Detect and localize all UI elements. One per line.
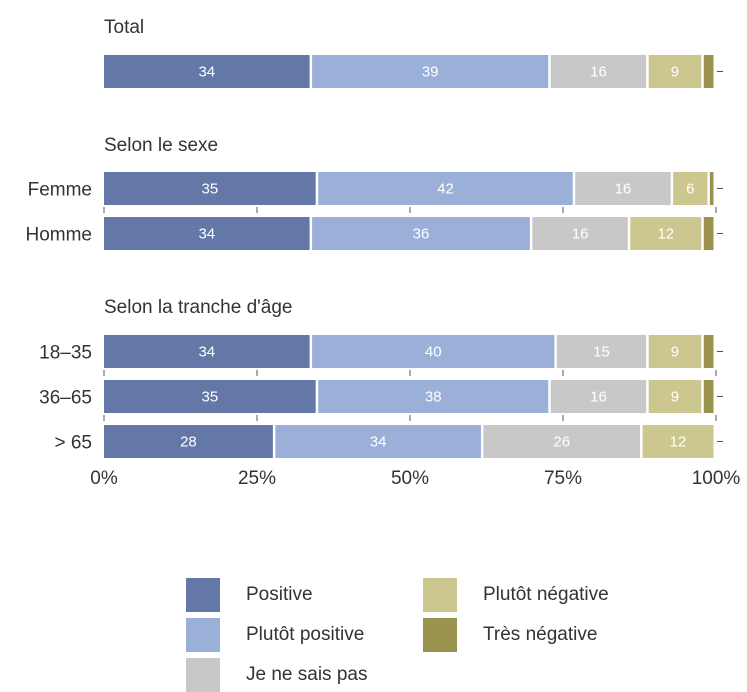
legend-item-je-ne-sais-pas: Je ne sais pas	[186, 658, 367, 692]
data-label: 36	[413, 226, 430, 243]
bar-segment-plut-t-positive	[312, 55, 549, 88]
bar-segment-je-ne-sais-pas	[575, 172, 671, 205]
data-label: 42	[437, 181, 454, 198]
data-label: 16	[590, 64, 607, 81]
row-label-homme: Homme	[25, 225, 92, 246]
legend-swatch-je-ne-sais-pas	[186, 658, 220, 692]
bar-segment-plut-t-positive	[318, 172, 573, 205]
legend-label-plutot-positive: Plutôt positive	[246, 624, 365, 645]
group-title-total: Total	[104, 17, 144, 38]
data-label: 9	[671, 64, 679, 81]
x-tick-label: 75%	[544, 468, 582, 489]
group-title-selon-le-sexe: Selon le sexe	[104, 135, 218, 156]
bar-segment-tr-s-n-gative	[703, 335, 714, 368]
legend-label-tres-negative: Très négative	[483, 624, 598, 645]
x-tick-label: 100%	[692, 468, 741, 489]
data-label: 34	[198, 226, 215, 243]
data-label: 39	[422, 64, 439, 81]
legend-swatch-positive	[186, 578, 220, 612]
data-label: 40	[425, 344, 442, 361]
bar-segment-positive	[104, 425, 273, 458]
legend-item-plutot-negative: Plutôt négative	[423, 578, 609, 612]
legend-label-plutot-negative: Plutôt négative	[483, 584, 609, 605]
bar-segment-positive	[104, 55, 310, 88]
legend-item-plutot-positive: Plutôt positive	[186, 618, 364, 652]
legend-label-je-ne-sais-pas: Je ne sais pas	[246, 664, 368, 685]
bar-segment-plut-t-positive	[312, 217, 530, 250]
bar-segment-plut-t-positive	[275, 425, 481, 458]
legend-swatch-plutot-positive	[186, 618, 220, 652]
bar-segment-plut-t-n-gative	[630, 217, 702, 250]
bar-segment-plut-t-positive	[312, 335, 555, 368]
bar-segment-plut-t-n-gative	[648, 380, 702, 413]
x-tick-label: 50%	[391, 468, 429, 489]
data-label: 12	[657, 226, 674, 243]
bar-segment-tr-s-n-gative	[703, 380, 714, 413]
group-title-selon-la-tranche-d-ge: Selon la tranche d'âge	[104, 297, 293, 318]
bar-segment-positive	[104, 217, 310, 250]
legend: Positive Plutôt positive Je ne sais pas …	[186, 578, 706, 692]
bar-segment-tr-s-n-gative	[703, 55, 714, 88]
data-label: 26	[553, 434, 570, 451]
data-label: 35	[202, 181, 219, 198]
data-label: 16	[615, 181, 632, 198]
data-label: 9	[671, 389, 679, 406]
data-label: 34	[198, 344, 215, 361]
bar-segment-plut-t-n-gative	[673, 172, 708, 205]
data-label: 28	[180, 434, 197, 451]
row-label-36-65: 36–65	[39, 388, 92, 409]
bar-segment-je-ne-sais-pas	[483, 425, 641, 458]
legend-swatch-plutot-negative	[423, 578, 457, 612]
row-label-femme: Femme	[28, 180, 92, 201]
bar-segment-plut-t-n-gative	[648, 55, 702, 88]
bar-segment-je-ne-sais-pas	[550, 55, 647, 88]
legend-item-positive: Positive	[186, 578, 313, 612]
data-label: 38	[425, 389, 442, 406]
data-label: 16	[572, 226, 589, 243]
data-label: 6	[686, 181, 694, 198]
bar-segment-plut-t-n-gative	[648, 335, 702, 368]
data-label: 34	[370, 434, 387, 451]
row-label-65: > 65	[54, 433, 92, 454]
legend-item-tres-negative: Très négative	[423, 618, 597, 652]
legend-swatch-tres-negative	[423, 618, 457, 652]
data-label: 35	[202, 389, 219, 406]
x-tick-label: 25%	[238, 468, 276, 489]
bar-segment-je-ne-sais-pas	[556, 335, 647, 368]
bar-segment-plut-t-n-gative	[642, 425, 714, 458]
bar-segment-positive	[104, 335, 310, 368]
data-label: 12	[670, 434, 687, 451]
data-label: 16	[590, 389, 607, 406]
bar-segment-tr-s-n-gative	[709, 172, 714, 205]
data-label: 15	[593, 344, 610, 361]
row-label-18-35: 18–35	[39, 343, 92, 364]
data-label: 9	[671, 344, 679, 361]
legend-label-positive: Positive	[246, 584, 313, 605]
bar-segment-je-ne-sais-pas	[550, 380, 647, 413]
x-tick-label: 0%	[90, 468, 118, 489]
data-label: 34	[198, 64, 215, 81]
bar-segment-je-ne-sais-pas	[532, 217, 628, 250]
bar-segment-positive	[104, 172, 316, 205]
bar-segment-plut-t-positive	[318, 380, 549, 413]
bar-segment-tr-s-n-gative	[703, 217, 714, 250]
bar-segment-positive	[104, 380, 316, 413]
